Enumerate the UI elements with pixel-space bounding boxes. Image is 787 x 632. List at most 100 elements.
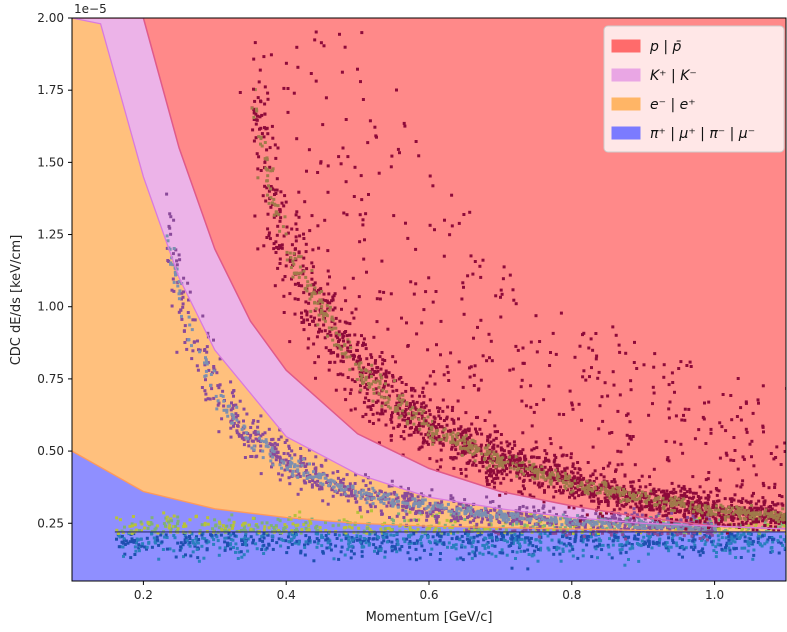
data-point <box>757 520 761 524</box>
data-point <box>436 406 439 410</box>
data-point <box>311 248 315 252</box>
data-point <box>276 247 280 251</box>
data-point <box>353 380 357 383</box>
data-point <box>418 394 422 398</box>
data-point <box>700 502 704 506</box>
data-point <box>164 533 168 537</box>
data-point <box>716 534 720 538</box>
data-point <box>321 550 325 554</box>
data-point <box>286 546 290 550</box>
data-point <box>485 449 489 453</box>
data-point <box>407 433 411 437</box>
data-point <box>459 508 463 512</box>
data-point <box>165 536 169 539</box>
data-point <box>306 471 310 475</box>
data-point <box>723 515 727 519</box>
data-point <box>333 360 337 364</box>
data-point <box>493 508 497 512</box>
data-point <box>186 311 190 314</box>
data-point <box>461 450 464 454</box>
data-point <box>447 429 450 433</box>
data-point <box>592 521 596 525</box>
data-point <box>685 502 689 506</box>
data-point <box>375 411 379 415</box>
data-point <box>720 532 724 535</box>
data-point <box>701 529 705 533</box>
data-point <box>614 468 618 472</box>
data-point <box>630 484 634 488</box>
data-point <box>405 401 409 405</box>
data-point <box>410 388 413 392</box>
data-point <box>181 305 185 309</box>
data-point <box>350 494 354 498</box>
data-point <box>366 497 370 501</box>
data-point <box>606 522 610 526</box>
data-point <box>204 369 208 373</box>
data-point <box>435 437 439 441</box>
data-point <box>272 450 276 454</box>
data-point <box>622 504 626 508</box>
data-point <box>463 545 467 549</box>
data-point <box>693 518 697 522</box>
data-point <box>502 477 506 481</box>
data-point <box>339 480 343 484</box>
data-point <box>476 515 480 519</box>
data-point <box>451 524 455 528</box>
data-point <box>735 537 739 540</box>
data-point <box>338 488 342 492</box>
data-point <box>576 471 580 475</box>
data-point <box>543 489 546 493</box>
data-point <box>513 529 517 533</box>
region-pion <box>72 451 786 581</box>
data-point <box>162 511 166 515</box>
data-point <box>423 405 427 409</box>
data-point <box>304 242 308 246</box>
data-point <box>486 456 490 460</box>
data-point <box>402 437 406 441</box>
data-point <box>442 542 446 546</box>
data-point <box>341 373 345 377</box>
data-point <box>567 505 571 509</box>
data-point <box>732 506 736 510</box>
data-point <box>650 546 654 550</box>
data-point <box>708 536 711 540</box>
data-point <box>197 348 200 352</box>
data-point <box>755 528 759 532</box>
data-point <box>416 527 420 531</box>
data-point <box>303 553 307 557</box>
data-point <box>293 312 297 316</box>
data-point <box>186 281 190 285</box>
data-point <box>183 324 187 328</box>
data-point <box>330 327 334 331</box>
data-point <box>692 531 696 535</box>
data-point <box>751 517 755 521</box>
data-point <box>243 536 247 540</box>
data-point <box>242 419 245 423</box>
data-point <box>461 436 465 440</box>
data-point <box>554 456 558 459</box>
data-point <box>494 477 497 480</box>
data-point <box>381 388 385 392</box>
data-point <box>328 482 332 486</box>
data-point <box>465 461 469 465</box>
data-point <box>401 453 405 457</box>
data-point <box>345 534 349 538</box>
data-point <box>641 521 645 524</box>
data-point <box>221 524 225 528</box>
data-point <box>620 548 624 551</box>
data-point <box>380 351 384 354</box>
data-point <box>536 474 540 478</box>
data-point <box>546 534 550 538</box>
data-point <box>404 418 408 422</box>
data-point <box>308 518 312 522</box>
data-point <box>265 158 269 162</box>
data-point <box>677 527 681 531</box>
data-point <box>450 546 454 549</box>
data-point <box>548 532 552 536</box>
data-point <box>456 432 460 435</box>
data-point <box>752 548 756 552</box>
data-point <box>342 526 346 530</box>
data-point <box>459 471 463 475</box>
data-point <box>449 513 453 517</box>
data-point <box>131 515 135 518</box>
